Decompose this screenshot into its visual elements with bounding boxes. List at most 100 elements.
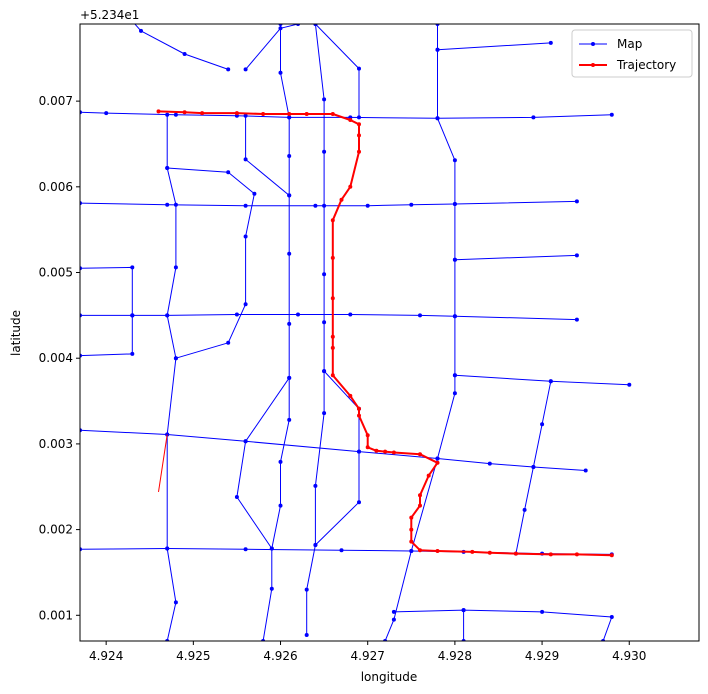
trajectory-point (261, 112, 266, 116)
map-edge (315, 24, 360, 118)
trajectory-point (409, 539, 414, 544)
map-edge (80, 200, 577, 207)
map-edge (262, 24, 290, 641)
trajectory-point (383, 449, 388, 454)
map-node (365, 203, 370, 208)
map-node (287, 115, 292, 120)
map-node (435, 47, 440, 52)
map-edge (132, 314, 577, 321)
map-node (173, 600, 178, 605)
map-node (234, 312, 239, 317)
map-node (165, 202, 170, 207)
map-node (548, 379, 553, 384)
map-node (531, 115, 536, 120)
trajectory-point (330, 218, 335, 223)
map-node (304, 587, 309, 592)
map-node (243, 67, 248, 72)
map-edge (454, 374, 630, 386)
map-node (313, 203, 318, 208)
trajectory-point (365, 445, 370, 450)
map-node (391, 609, 396, 614)
y-tick-label: 0.002 (39, 523, 73, 537)
y-axis: 0.001 0.002 0.003 0.004 0.005 0.006 0.007 (39, 94, 80, 622)
map-node (287, 321, 292, 326)
map-edge (167, 167, 255, 359)
legend-map-label: Map (617, 37, 642, 51)
map-node (287, 154, 292, 158)
trajectory-point (426, 473, 431, 478)
trajectory-point (418, 493, 422, 498)
map-node (574, 199, 579, 204)
map-node (522, 507, 527, 512)
map-node (278, 70, 283, 75)
trajectory-point (418, 548, 422, 553)
map-node (461, 608, 466, 613)
x-tick-label: 4.929 (525, 649, 559, 663)
map-node (173, 112, 178, 117)
map-node (165, 166, 170, 170)
trajectory-point (200, 111, 205, 116)
map-edge (393, 609, 613, 641)
trajectory-point (357, 122, 361, 127)
trajectory-point (287, 112, 292, 116)
axes-frame (79, 23, 700, 642)
y-axis-label: latitude (9, 310, 23, 356)
map-edge (454, 254, 577, 261)
trajectory-point (409, 515, 414, 520)
trajectory-point (234, 111, 239, 116)
trajectory-point (182, 110, 187, 115)
map-node (243, 203, 248, 208)
map-node (243, 113, 248, 118)
map-node (357, 449, 361, 454)
connector-line (158, 434, 168, 492)
map-edge (166, 114, 177, 641)
map-node (130, 265, 135, 270)
map-node (287, 375, 292, 380)
legend-trajectory-label: Trajectory (616, 58, 676, 72)
map-node (357, 66, 361, 71)
map-node (313, 483, 318, 488)
map-node (243, 157, 248, 162)
map-node (322, 320, 327, 325)
map-edge (80, 315, 133, 357)
trajectory-point (330, 112, 335, 116)
map-node (243, 547, 248, 552)
x-axis-label: longitude (361, 670, 418, 684)
map-node (173, 265, 178, 270)
trajectory-point (357, 133, 361, 138)
map-node (574, 317, 579, 322)
map-node (252, 191, 257, 196)
trajectory-point (470, 549, 475, 554)
map-node (139, 28, 143, 33)
map-node (173, 356, 178, 361)
map-node (243, 302, 248, 307)
x-tick-label: 4.924 (89, 649, 123, 663)
y-tick-label: 0.005 (39, 266, 73, 280)
trajectory-point (548, 552, 553, 557)
map-node (269, 546, 274, 551)
map-node (234, 495, 239, 499)
map-node (165, 313, 170, 318)
map-node (173, 202, 178, 207)
map-node (339, 548, 344, 553)
map-node (548, 40, 553, 45)
trajectory-point (418, 503, 422, 508)
trajectory-point (348, 393, 353, 398)
map-node (452, 202, 457, 206)
map-node (418, 313, 422, 318)
trajectory-point (609, 553, 614, 558)
map-node (540, 422, 545, 427)
trajectory-point (513, 551, 518, 556)
trajectory-point (330, 255, 335, 260)
map-node (348, 312, 353, 317)
map-node (409, 549, 414, 553)
map-node (357, 500, 361, 505)
trajectory-point (330, 334, 335, 339)
map-edge (245, 24, 299, 70)
map-node (322, 97, 327, 102)
map-edge (134, 24, 229, 70)
map-node (313, 543, 318, 547)
map-node (609, 112, 614, 117)
map-node (583, 468, 588, 473)
legend: Map Trajectory (571, 29, 693, 78)
